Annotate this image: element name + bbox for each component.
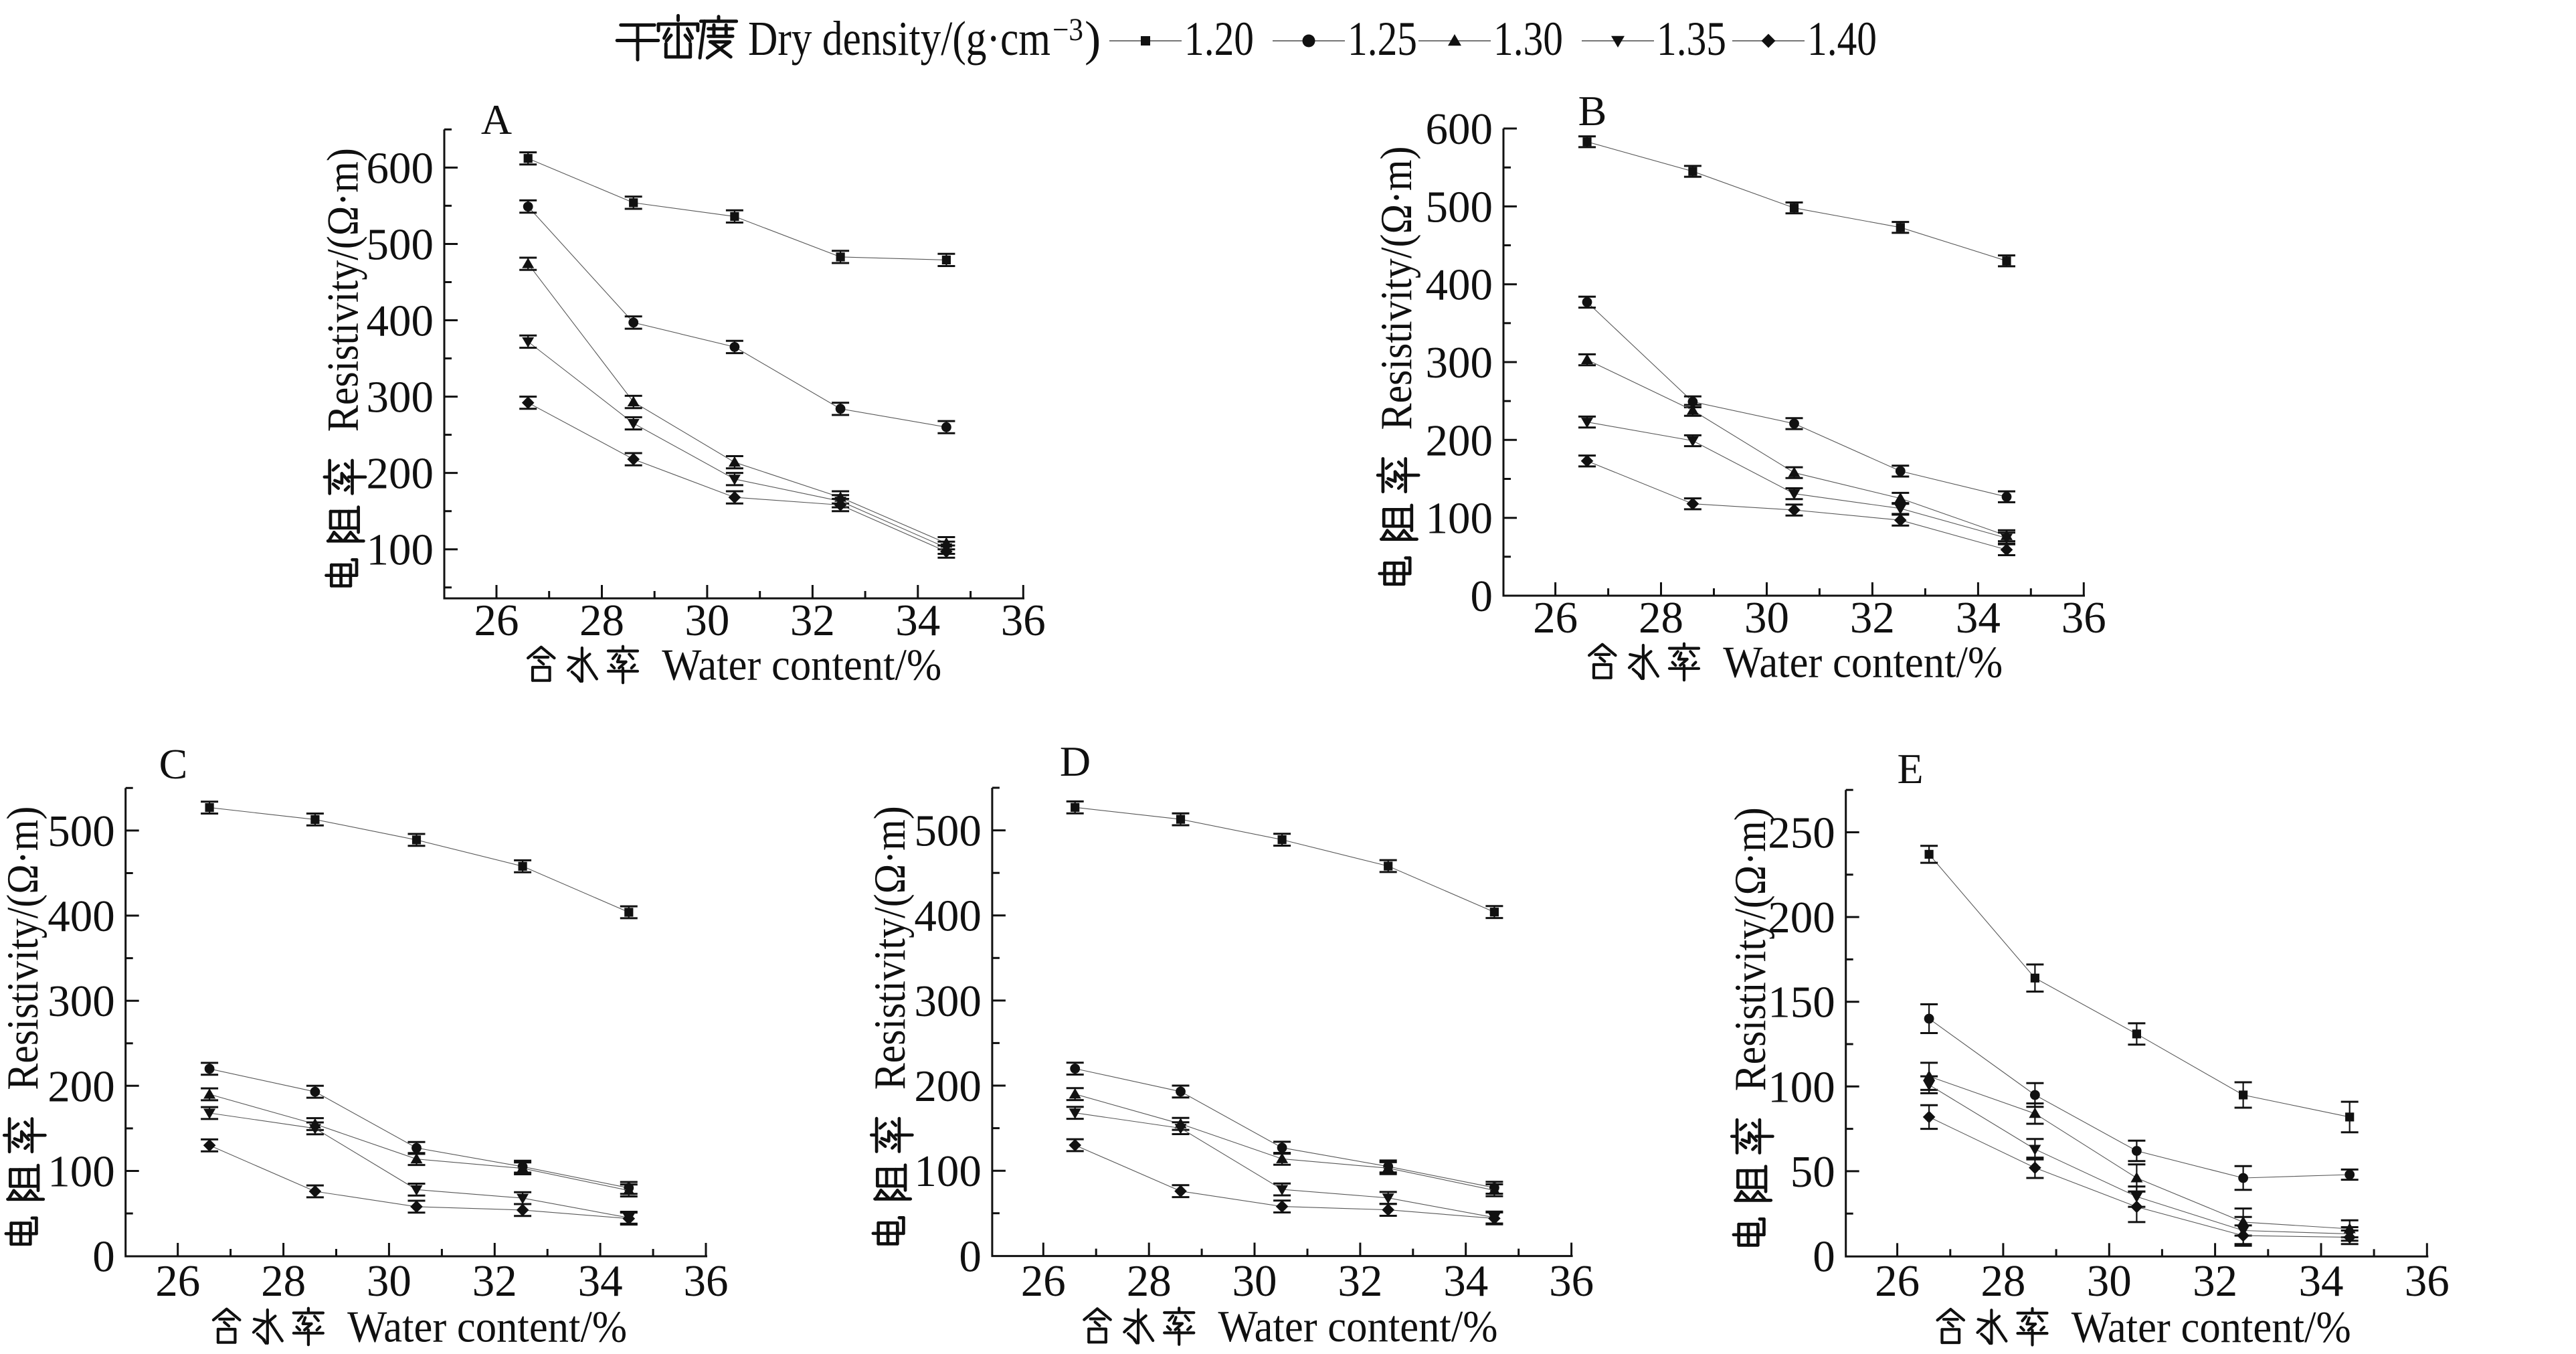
svg-text:400: 400 [914, 892, 982, 941]
svg-text:Resistivity/(Ω·m): Resistivity/(Ω·m) [318, 148, 368, 432]
svg-text:26: 26 [1875, 1256, 1920, 1306]
svg-text:0: 0 [1471, 572, 1493, 621]
svg-text:36: 36 [2061, 593, 2106, 643]
svg-text:Water content/%: Water content/% [347, 1302, 627, 1352]
svg-text:0: 0 [959, 1232, 982, 1281]
svg-text:200: 200 [1768, 893, 1835, 942]
svg-text:Water content/%: Water content/% [1723, 638, 2003, 687]
svg-text:30: 30 [367, 1256, 411, 1306]
svg-text:600: 600 [367, 143, 434, 193]
svg-text:30: 30 [1744, 593, 1789, 643]
svg-text:A: A [481, 96, 512, 143]
svg-text:B: B [1578, 87, 1607, 135]
svg-text:400: 400 [367, 297, 434, 346]
svg-text:32: 32 [1338, 1256, 1382, 1306]
svg-text:1.40: 1.40 [1807, 12, 1877, 66]
svg-text:500: 500 [1426, 182, 1493, 232]
svg-text:100: 100 [1426, 494, 1493, 543]
svg-text:26: 26 [1021, 1256, 1066, 1306]
svg-text:100: 100 [367, 525, 434, 575]
svg-text:32: 32 [472, 1256, 517, 1306]
svg-text:500: 500 [48, 807, 115, 856]
svg-text:34: 34 [1956, 593, 2001, 643]
svg-text:36: 36 [1549, 1256, 1594, 1306]
svg-text:1.30: 1.30 [1493, 12, 1563, 66]
svg-text:36: 36 [1001, 596, 1046, 645]
svg-text:100: 100 [1768, 1062, 1835, 1112]
svg-text:26: 26 [1533, 593, 1578, 643]
svg-text:200: 200 [1426, 416, 1493, 465]
svg-text:200: 200 [914, 1062, 982, 1111]
svg-text:30: 30 [2087, 1256, 2132, 1306]
svg-text:26: 26 [474, 596, 519, 645]
svg-text:26: 26 [155, 1256, 200, 1306]
svg-text:28: 28 [1981, 1256, 2025, 1306]
svg-text:500: 500 [914, 807, 982, 856]
svg-text:Resistivity/(Ω·m): Resistivity/(Ω·m) [1726, 807, 1775, 1091]
svg-text:250: 250 [1768, 809, 1835, 858]
svg-text:300: 300 [914, 977, 982, 1026]
svg-text:Dry density/(g·cm: Dry density/(g·cm [748, 11, 1050, 66]
svg-text:150: 150 [1768, 978, 1835, 1027]
svg-text:C: C [159, 740, 188, 788]
svg-text:Water content/%: Water content/% [2072, 1302, 2351, 1352]
svg-text:300: 300 [48, 977, 115, 1026]
svg-text:36: 36 [2405, 1256, 2450, 1306]
svg-text:1.25: 1.25 [1348, 12, 1417, 66]
svg-text:36: 36 [684, 1256, 729, 1306]
svg-text:400: 400 [48, 892, 115, 941]
svg-text:Water content/%: Water content/% [662, 641, 941, 690]
svg-text:30: 30 [1232, 1256, 1277, 1306]
svg-text:0: 0 [1813, 1232, 1835, 1282]
svg-text:28: 28 [579, 596, 624, 645]
svg-text:Resistivity/(Ω·m): Resistivity/(Ω·m) [0, 807, 48, 1090]
svg-text:100: 100 [914, 1147, 982, 1196]
svg-text:−3: −3 [1052, 12, 1083, 48]
svg-text:28: 28 [1127, 1256, 1172, 1306]
svg-text:300: 300 [1426, 338, 1493, 388]
svg-text:D: D [1060, 738, 1091, 785]
svg-text:32: 32 [2193, 1256, 2237, 1306]
svg-text:1.35: 1.35 [1657, 12, 1726, 66]
svg-text:Resistivity/(Ω·m): Resistivity/(Ω·m) [865, 806, 915, 1090]
svg-text:32: 32 [790, 596, 835, 645]
svg-text:400: 400 [1426, 260, 1493, 310]
svg-text:100: 100 [48, 1147, 115, 1197]
svg-text:0: 0 [92, 1232, 115, 1282]
svg-text:30: 30 [684, 596, 729, 645]
svg-text:34: 34 [895, 596, 940, 645]
svg-text:50: 50 [1790, 1147, 1835, 1197]
svg-text:28: 28 [261, 1256, 306, 1306]
svg-text:200: 200 [367, 449, 434, 499]
svg-text:E: E [1897, 745, 1923, 792]
svg-text:600: 600 [1426, 104, 1493, 154]
svg-text:32: 32 [1850, 593, 1895, 643]
svg-text:Water content/%: Water content/% [1218, 1302, 1498, 1351]
svg-text:34: 34 [2299, 1256, 2344, 1306]
svg-text:1.20: 1.20 [1184, 12, 1254, 66]
svg-text:28: 28 [1639, 593, 1683, 643]
svg-text:34: 34 [1443, 1256, 1488, 1306]
svg-text:Resistivity/(Ω·m): Resistivity/(Ω·m) [1372, 147, 1421, 430]
svg-text:200: 200 [48, 1062, 115, 1111]
svg-text:34: 34 [578, 1256, 623, 1306]
svg-text:): ) [1085, 11, 1101, 66]
svg-text:500: 500 [367, 220, 434, 270]
svg-text:300: 300 [367, 373, 434, 422]
